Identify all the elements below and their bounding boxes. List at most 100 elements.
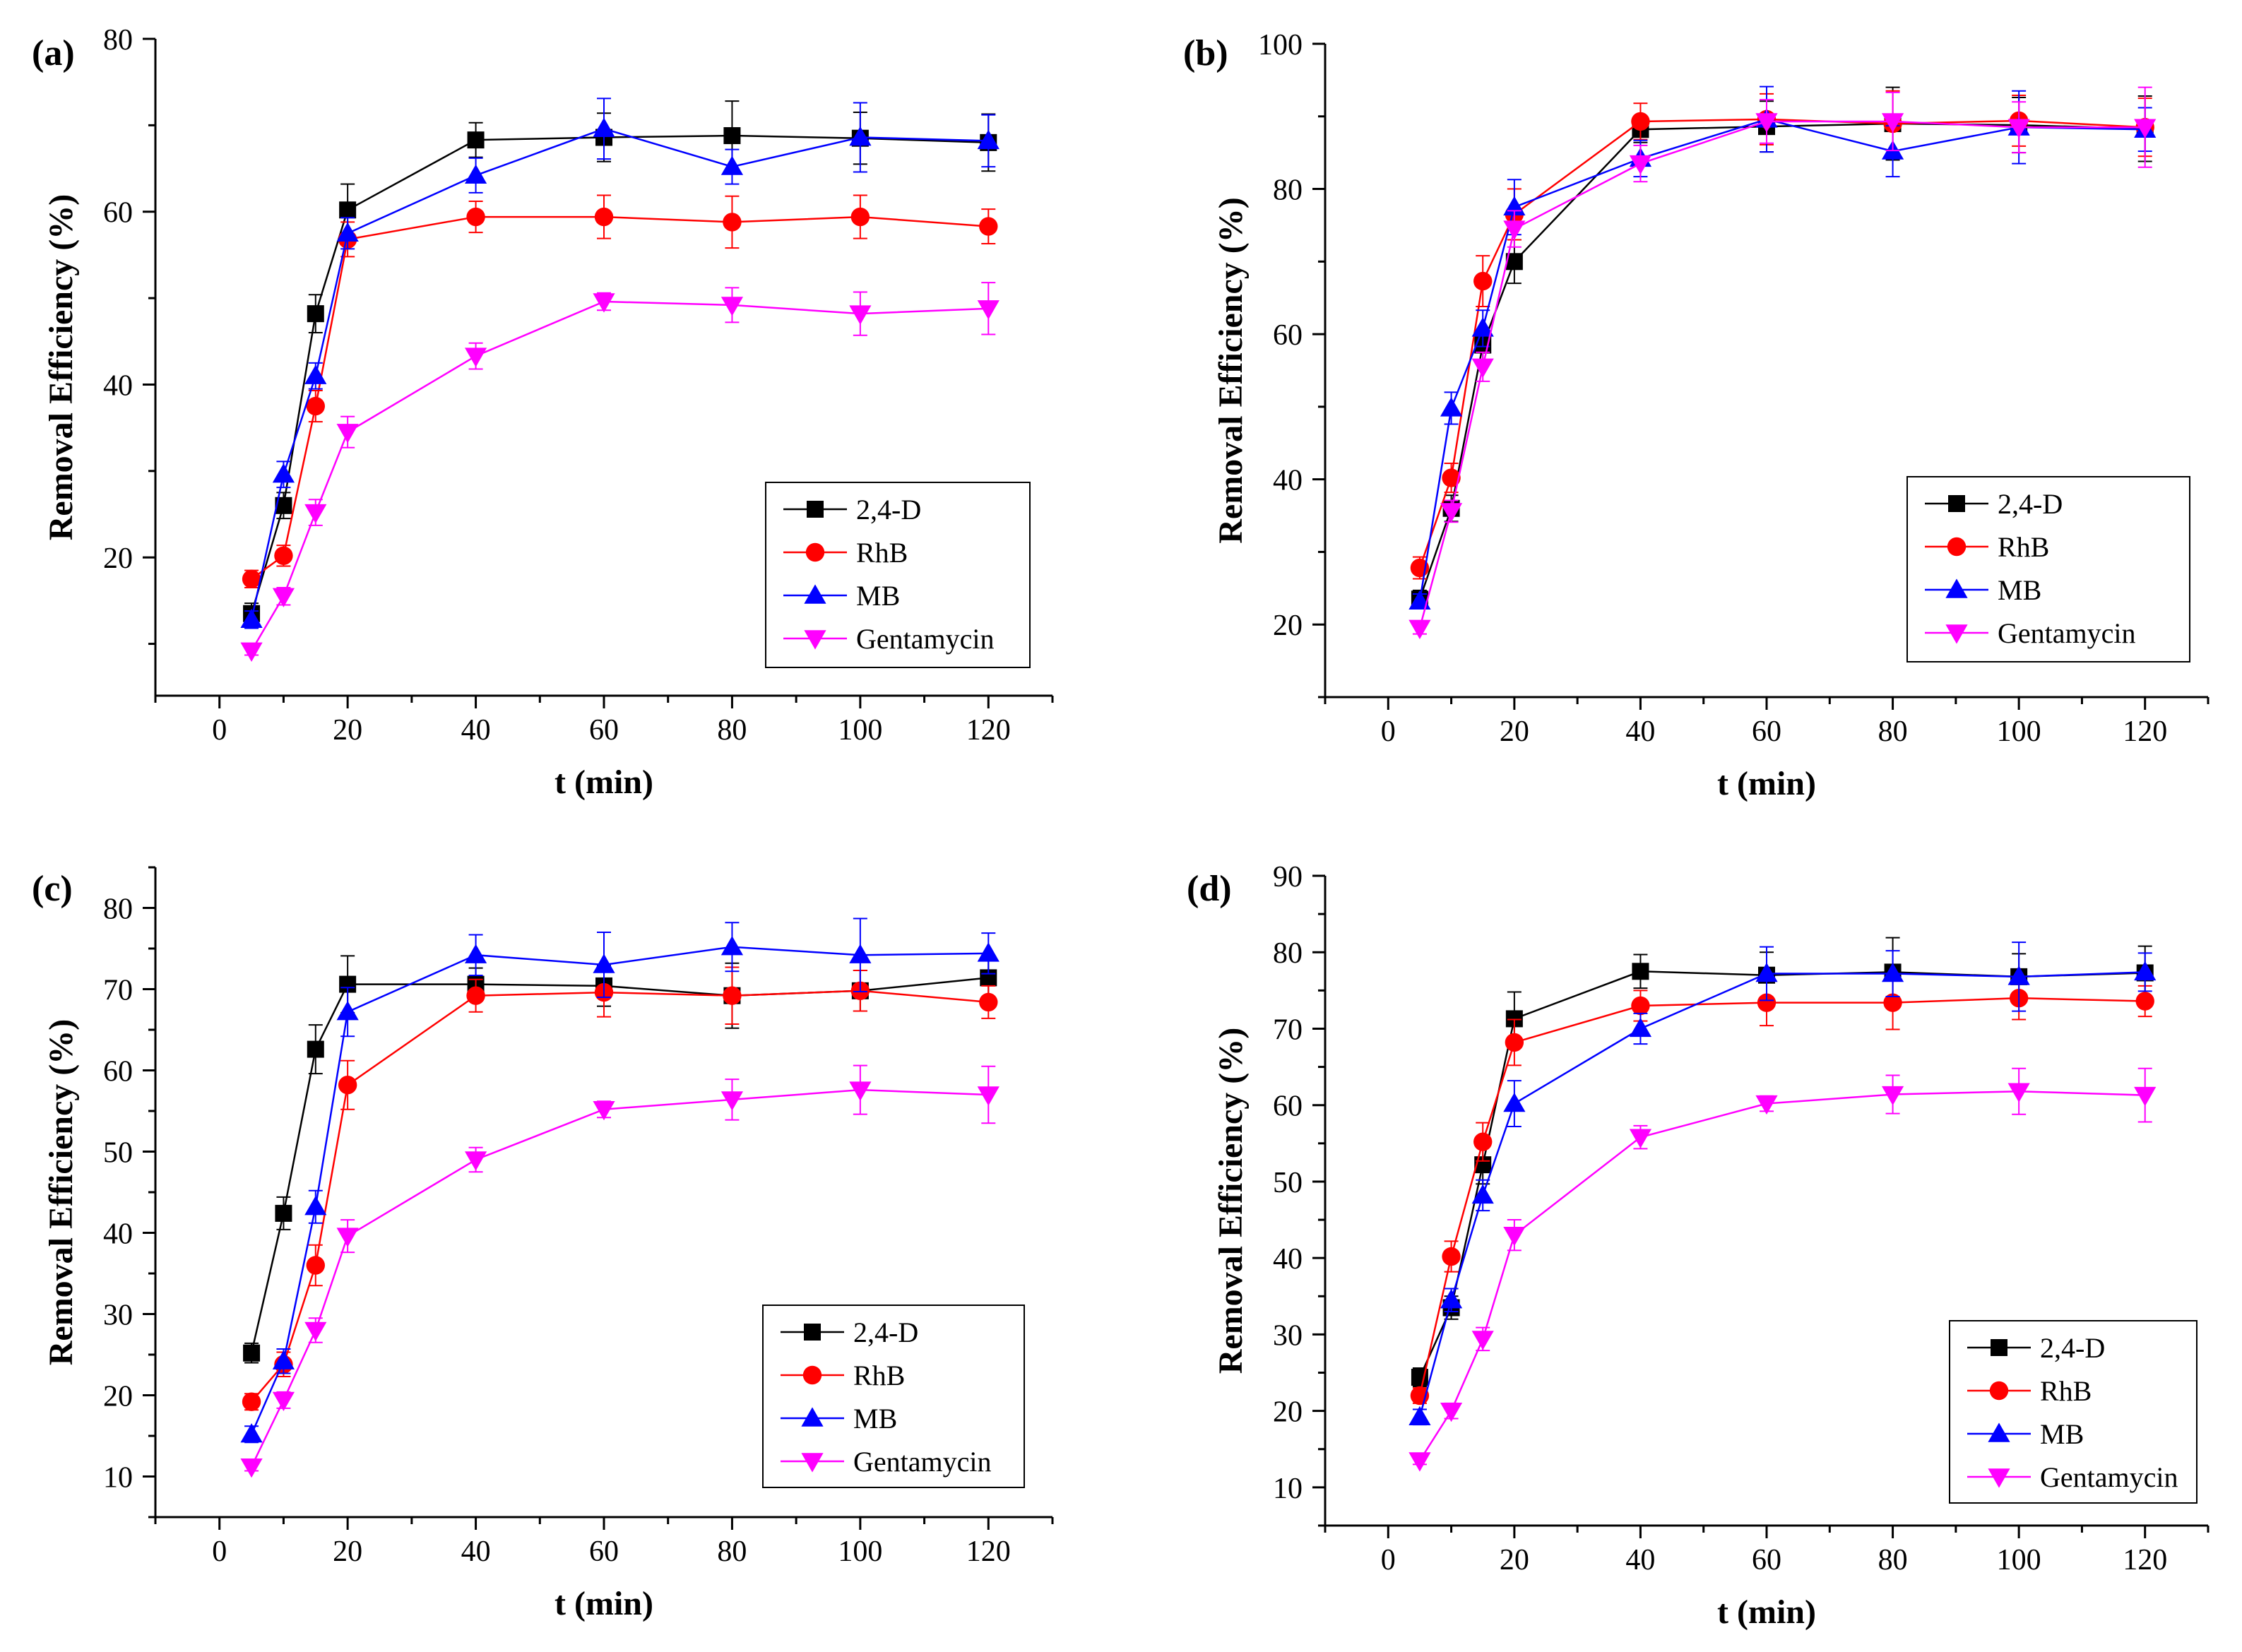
- legend: 2,4-D RhB MB Gentamycin: [1906, 476, 2190, 662]
- data-point: [466, 986, 485, 1005]
- legend-marker: [1991, 1339, 2007, 1356]
- y-tick-label: 60: [103, 1056, 133, 1088]
- data-point: [1505, 1033, 1524, 1052]
- x-tick-label: 20: [333, 1535, 362, 1568]
- legend-marker: [804, 1324, 821, 1341]
- data-point: [336, 222, 359, 242]
- x-axis-title: t (min): [1717, 765, 1816, 802]
- x-tick-label: 80: [717, 1535, 747, 1568]
- x-tick-label: 60: [589, 714, 619, 747]
- data-point: [464, 164, 487, 184]
- data-point: [304, 1196, 327, 1216]
- y-axis-title: Removal Efficiency (%): [42, 194, 80, 541]
- data-point: [849, 944, 872, 963]
- x-tick-label: 100: [1997, 715, 2041, 748]
- data-point: [336, 424, 359, 444]
- x-tick-label: 120: [2123, 715, 2167, 748]
- y-tick-label: 100: [1258, 29, 1303, 61]
- series-gentamycin: [1408, 1067, 2157, 1472]
- legend-label: RhB: [2040, 1375, 2092, 1407]
- legend-label: 2,4-D: [856, 494, 921, 525]
- data-point: [1881, 1086, 1904, 1106]
- y-tick-label: 80: [103, 893, 133, 926]
- series-mb: [240, 917, 1000, 1444]
- x-tick-label: 120: [2123, 1544, 2167, 1576]
- data-point: [2134, 961, 2157, 981]
- legend-marker: [804, 584, 826, 604]
- y-tick-label: 80: [1273, 937, 1303, 970]
- data-point: [723, 127, 741, 145]
- x-tick-label: 60: [1752, 715, 1781, 748]
- data-point: [304, 1321, 327, 1342]
- data-point: [1881, 113, 1904, 133]
- legend-marker: [801, 1407, 824, 1427]
- y-tick-label: 30: [1273, 1319, 1303, 1352]
- data-point: [1440, 503, 1463, 523]
- data-point: [240, 608, 263, 629]
- data-point: [240, 1423, 263, 1443]
- data-point: [1471, 1331, 1494, 1350]
- data-point: [240, 1458, 263, 1478]
- data-point: [1471, 358, 1494, 378]
- data-point: [274, 546, 293, 565]
- legend-marker: [802, 1365, 822, 1385]
- y-tick-label: 40: [1273, 1243, 1303, 1276]
- data-point: [1473, 1132, 1493, 1151]
- data-point: [1442, 468, 1461, 487]
- data-point: [1440, 1289, 1463, 1309]
- data-point: [723, 213, 742, 232]
- data-point: [336, 1228, 359, 1247]
- x-tick-label: 20: [1500, 1544, 1529, 1576]
- legend-label: MB: [2040, 1418, 2084, 1450]
- x-axis-title: t (min): [1717, 1593, 1816, 1631]
- y-tick-label: 20: [1273, 610, 1303, 642]
- y-tick-label: 70: [103, 975, 133, 1007]
- legend-label: 2,4-D: [853, 1317, 918, 1348]
- y-tick-label: 90: [1273, 861, 1303, 893]
- data-point: [850, 207, 870, 227]
- data-point: [1408, 1452, 1431, 1472]
- legend-label: 2,4-D: [1998, 488, 2063, 520]
- data-point: [2135, 992, 2154, 1011]
- data-point: [979, 992, 998, 1012]
- x-axis-title: t (min): [554, 1585, 653, 1622]
- data-point: [1755, 1095, 1778, 1115]
- data-point: [339, 201, 357, 219]
- legend-marker: [807, 501, 824, 518]
- data-point: [1440, 397, 1463, 417]
- data-point: [2134, 119, 2157, 138]
- x-tick-label: 40: [1625, 1544, 1655, 1576]
- data-point: [307, 305, 324, 323]
- legend-label: Gentamycin: [2040, 1461, 2178, 1493]
- panel-label: (a): [32, 33, 75, 73]
- x-tick-label: 40: [461, 714, 491, 747]
- x-tick-label: 80: [1878, 1544, 1908, 1576]
- y-tick-label: 60: [1273, 319, 1303, 352]
- data-point: [466, 207, 485, 227]
- data-point: [1408, 619, 1431, 639]
- data-point: [1629, 1017, 1652, 1038]
- data-point: [272, 1391, 295, 1411]
- data-point: [2007, 1083, 2030, 1103]
- legend: 2,4-D RhB MB Gentamycin: [1949, 1320, 2197, 1504]
- legend-marker: [1945, 578, 1968, 598]
- legend-marker: [801, 1453, 824, 1473]
- data-point: [593, 953, 615, 973]
- chart-panel-c: (c) 10 20 30 40 50 60 70 80 0 20 40 60 80 100 120 t (min…: [32, 866, 1054, 1622]
- y-tick-label: 20: [1273, 1396, 1303, 1429]
- data-point: [306, 396, 325, 416]
- data-point: [720, 1091, 744, 1111]
- y-tick-label: 70: [1273, 1014, 1303, 1046]
- legend: 2,4-D RhB MB Gentamycin: [762, 1305, 1025, 1488]
- y-tick-label: 50: [103, 1137, 133, 1170]
- y-tick-label: 60: [1273, 1091, 1303, 1123]
- data-point: [1471, 317, 1494, 337]
- legend-marker: [804, 630, 826, 650]
- data-point: [849, 305, 872, 325]
- data-point: [849, 1081, 872, 1101]
- x-tick-label: 60: [1752, 1544, 1781, 1576]
- legend: 2,4-D RhB MB Gentamycin: [765, 482, 1031, 668]
- data-point: [1631, 112, 1650, 131]
- y-tick-label: 40: [103, 369, 133, 402]
